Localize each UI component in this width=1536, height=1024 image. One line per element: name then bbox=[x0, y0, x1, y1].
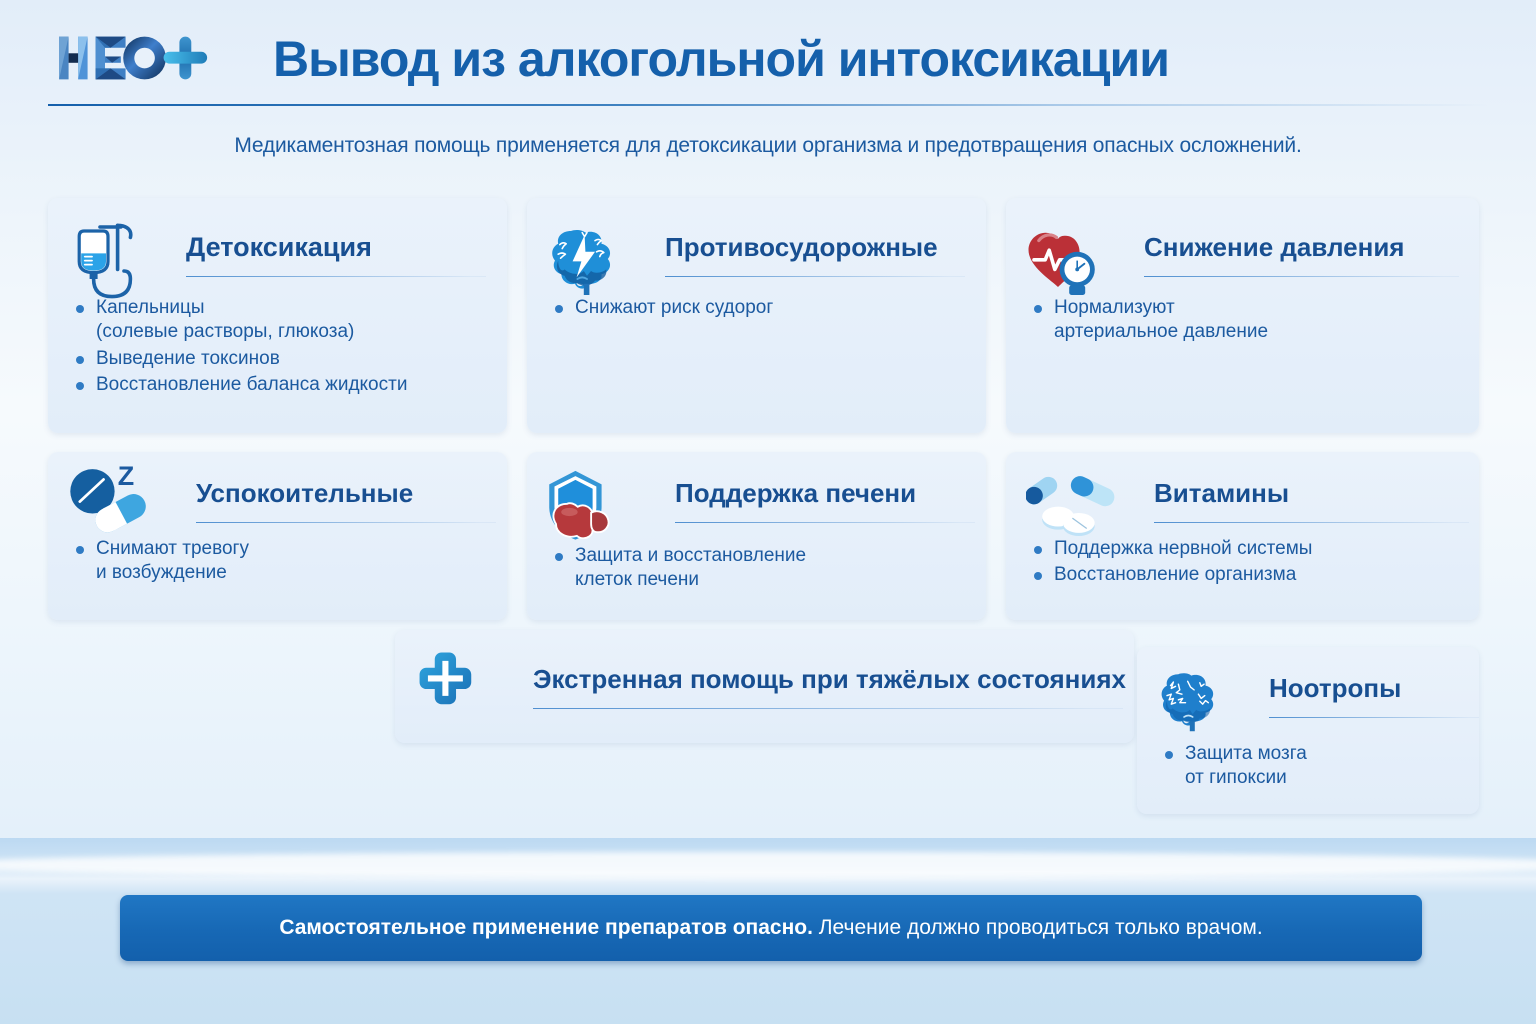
svg-text:Z: Z bbox=[118, 466, 134, 491]
